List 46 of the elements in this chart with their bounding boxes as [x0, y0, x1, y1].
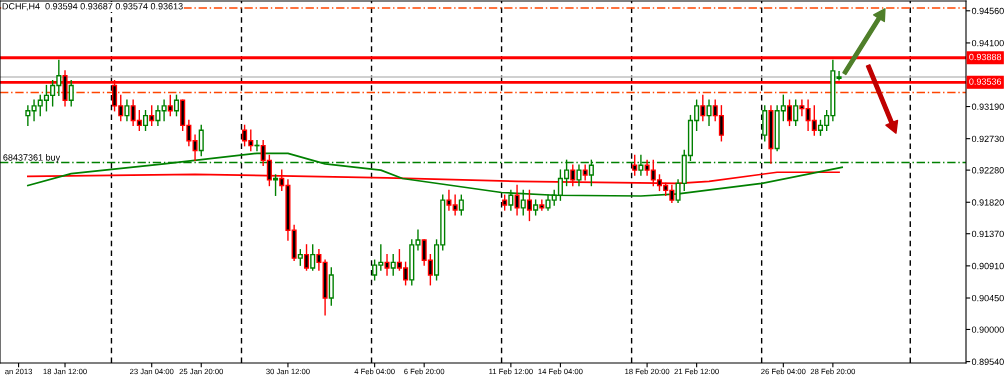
candlestick [446, 189, 452, 211]
chart-title: DCHF,H4 0.93594 0.93687 0.93574 0.93613 [2, 3, 183, 11]
candlestick [198, 124, 204, 157]
candlestick [310, 244, 316, 271]
y-tick-label: 0.92280 [971, 167, 1004, 174]
candlestick [316, 249, 322, 271]
candlestick [836, 71, 842, 81]
candlestick [458, 194, 464, 216]
candlestick [161, 99, 167, 122]
candlestick [149, 105, 155, 127]
candlestick [173, 94, 180, 117]
y-tick-label: 0.90910 [971, 262, 1004, 270]
y-tick-label: 0.94100 [971, 39, 1004, 47]
candlestick [514, 184, 520, 216]
y-tick-label: 0.91820 [971, 199, 1004, 206]
y-tick-label: 0.90450 [971, 294, 1004, 302]
candlestick [303, 244, 310, 271]
candlestick [273, 174, 279, 196]
y-tick-label: 0.92730 [971, 135, 1004, 143]
candlestick [700, 94, 706, 122]
candlestick [25, 105, 31, 127]
candlestick [124, 99, 130, 122]
candlestick [390, 253, 396, 276]
candlestick [452, 194, 458, 216]
candlestick [328, 267, 334, 306]
candlestick [155, 105, 161, 127]
candlestick [706, 99, 712, 127]
candlestick [68, 79, 74, 107]
ref-line-label: 0.93536 [969, 78, 1002, 85]
candlestick [192, 134, 198, 162]
ref-line-label: 68437361 buy [3, 154, 61, 163]
candlestick [786, 99, 793, 127]
candlestick [167, 94, 173, 117]
candlestick [384, 253, 390, 276]
candlestick [793, 99, 799, 127]
candlestick [576, 164, 582, 187]
candlestick [526, 189, 532, 222]
y-tick-label: 0.90000 [971, 326, 1004, 333]
y-tick-label: 0.89540 [971, 358, 1004, 365]
ref-line-label: 0.93888 [969, 53, 1002, 61]
candlestick [799, 99, 805, 117]
y-tick-label: 0.93190 [971, 103, 1004, 110]
candlestick [142, 110, 149, 131]
y-tick-label: 0.91370 [971, 230, 1004, 238]
y-tick-label: 0.94560 [971, 7, 1004, 15]
candlestick [539, 199, 545, 211]
